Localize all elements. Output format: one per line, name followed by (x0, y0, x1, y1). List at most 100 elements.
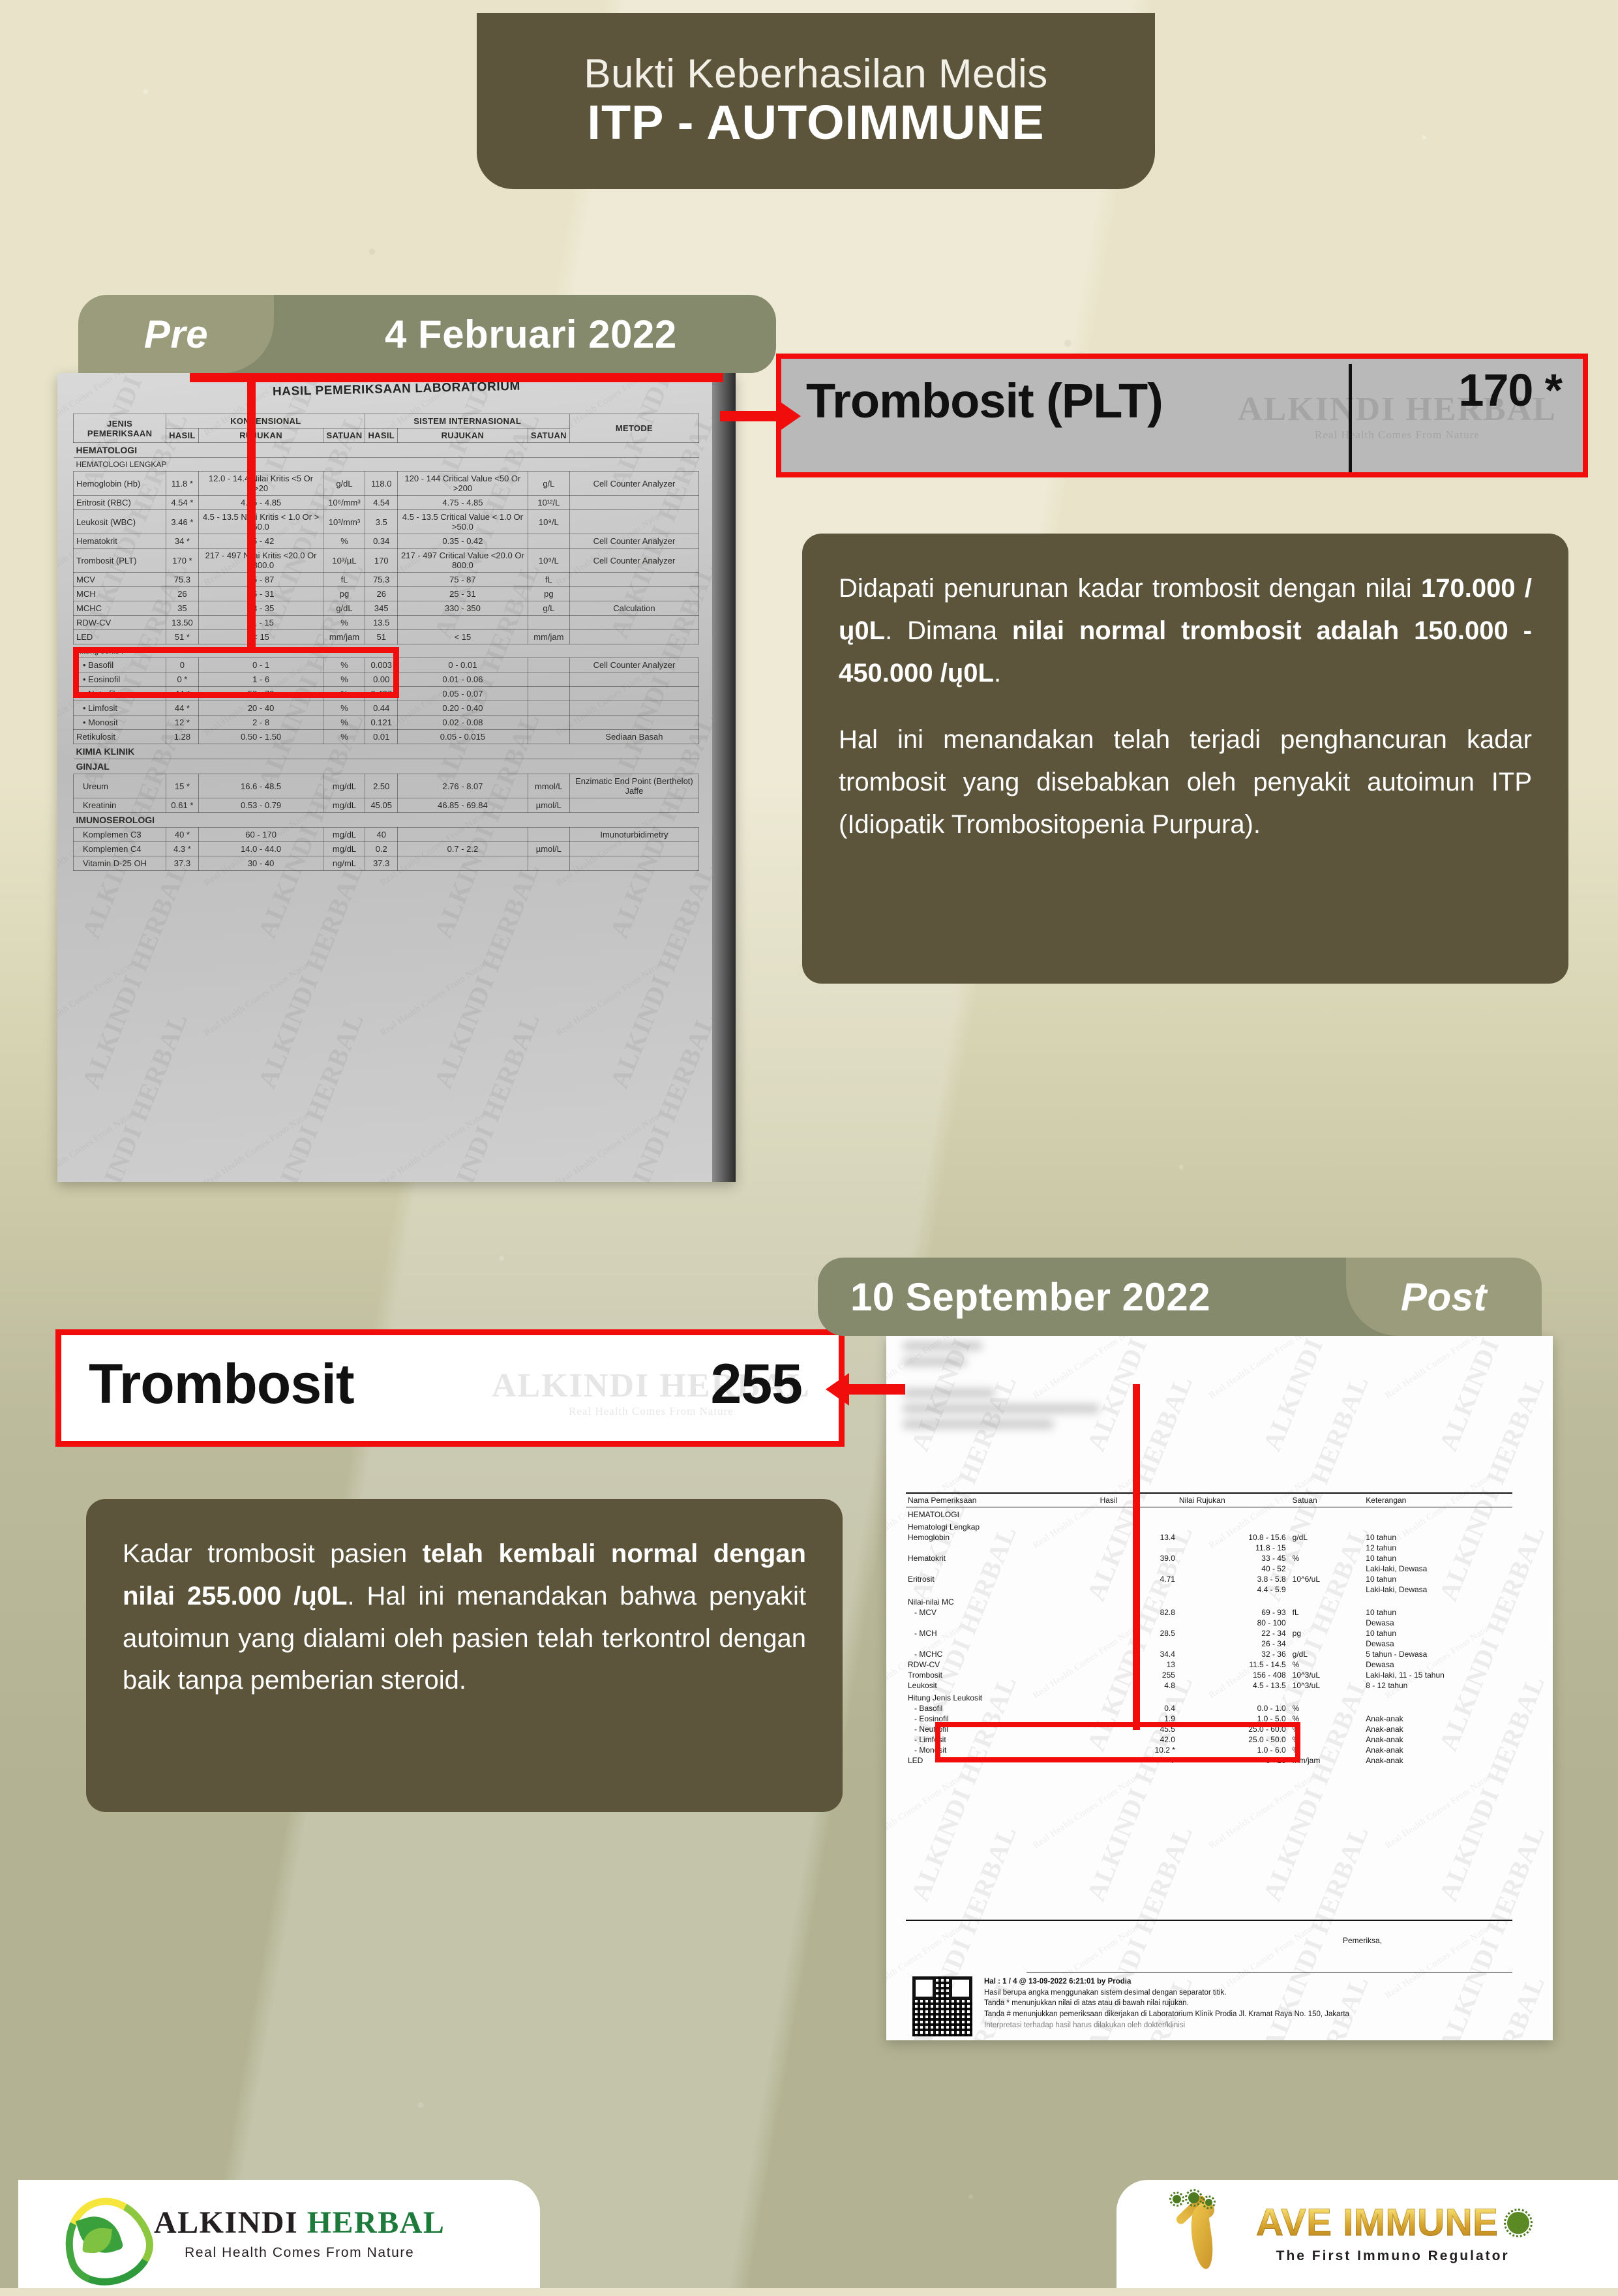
table-cell-value: 37.3 (365, 856, 398, 871)
watermark-name: ALKINDI HERBAL (604, 1008, 722, 1182)
table-cell-value: 2.76 - 8.07 (397, 774, 528, 798)
table-row: RDW-CV 13.50 11 - 15% 13.5 (72, 615, 700, 630)
table-cell-name: - Eosinofil (914, 1714, 949, 1723)
table-cell-value: 0.20 - 0.40 (397, 701, 528, 716)
table-cell-value: 156 - 408 (1252, 1670, 1286, 1680)
table-cell-value (1288, 1618, 1364, 1628)
table-cell-value: 13.4 (1160, 1533, 1175, 1542)
table-cell-name: • Monosit (72, 715, 167, 730)
post-report-body: HEMATOLOGI Hematologi Lengkap Hemoglobin 13… (906, 1507, 1512, 1766)
table-cell-value: 10 tahun (1366, 1575, 1397, 1584)
post-exp-a: Kadar trombosit pasien (123, 1539, 423, 1568)
table-section-label: Hematologi Lengkap (908, 1522, 980, 1532)
table-cell-value: 40 * (166, 827, 199, 842)
table-cell-value: Dewasa (1366, 1618, 1394, 1627)
alkindi-name: ALKINDI HERBAL (154, 2207, 445, 2239)
post-report-footer: Hal : 1 / 4 @ 13-09-2022 6:21:01 by Prod… (984, 1976, 1512, 2031)
table-cell-value: 30 - 40 (198, 856, 324, 871)
table-cell-value: 10 tahun (1366, 1554, 1397, 1563)
table-cell-value (527, 534, 570, 549)
table-cell-value: 82.8 (1160, 1608, 1175, 1617)
table-cell-value: 35 - 42 (198, 534, 324, 549)
title-card: Bukti Keberhasilan Medis ITP - AUTOIMMUN… (477, 13, 1155, 189)
table-cell-value: 0.2 (365, 841, 398, 856)
callout-divider (1349, 364, 1352, 472)
table-cell-value: 0.50 - 1.50 (198, 729, 324, 744)
table-cell-value (527, 686, 570, 701)
table-cell-value: 75.3 (166, 572, 199, 587)
table-row: • Monosit 12 * 2 - 8% 0.121 0.02 - 0.08 (72, 715, 700, 730)
table-cell-value (527, 615, 570, 630)
table-row: MCH 26 25 - 31 pg 26 25 - 31 pg (72, 586, 700, 601)
alkindi-logo-text: ALKINDI HERBAL Real Health Comes From Na… (154, 2207, 445, 2261)
alkindi-watermark-icon: ALKINDI HERBAL Real Health Comes From Na… (492, 1367, 811, 1418)
table-cell-value: Anak-anak (1366, 1735, 1403, 1744)
table-cell-name: LED (908, 1756, 923, 1765)
pre-callout-value: 170 * (1458, 365, 1563, 415)
table-row: Retikulosit 1.28 0.50 - 1.50% 0.01 0.05 - 0.… (72, 729, 700, 744)
table-cell-value: % (1292, 1714, 1300, 1723)
table-cell-value (569, 509, 700, 534)
page-title: ITP - AUTOIMMUNE (587, 95, 1045, 150)
table-cell-value (1288, 1563, 1364, 1574)
col-nama-pemeriksaan: Nama Pemeriksaan (906, 1492, 1098, 1507)
table-cell-value: pg (323, 586, 366, 601)
table-cell-value: Calculation (569, 601, 700, 616)
table-row: - Eosinofil 1.9 1.0 - 5.0% Anak-anak (906, 1714, 1512, 1724)
table-cell-value: Imunoturbidimetry (569, 827, 700, 842)
table-cell-value: 37.3 (166, 856, 199, 871)
pre-explanation-p2: Hal ini menandakan telah terjadi penghan… (839, 725, 1532, 839)
table-cell-value: 4.71 (1160, 1575, 1175, 1584)
table-row: Leukosit 4.8 4.5 - 13.5 10^3/uL 8 - 12 tahun (906, 1680, 1512, 1691)
table-cell-value (569, 495, 700, 510)
table-row: Ureum 15 * 16.6 - 48.5 mg/dL 2.50 2.76 - 8.07… (72, 774, 700, 798)
table-cell-value: µmol/L (527, 841, 570, 856)
table-cell-value: 22 - 34 (1261, 1629, 1286, 1638)
table-cell-name: Eritrosit (908, 1575, 935, 1584)
table-header-row: HASIL RUJUKAN SATUAN HASIL RUJUKAN SATUA… (74, 428, 699, 443)
table-cell-value: 0.02 - 0.08 (397, 715, 528, 730)
table-cell-value: g/dL (1292, 1650, 1308, 1659)
table-cell-value: 26 (166, 586, 199, 601)
table-cell-value: 4.5 - 13.5 Nilai Kritis < 1.0 Or > 50.0 (198, 509, 324, 534)
table-cell-value: g/dL (323, 601, 366, 616)
table-row: Hematokrit 34 * 35 - 42% 0.34 0.35 - 0.42 Cel… (72, 534, 700, 549)
watermark-tagline: Real Health Comes From Nature (1315, 429, 1480, 441)
pre-lab-report-scan: HASIL PEMERIKSAAN LABORATORIUM JENIS PEM… (57, 373, 736, 1182)
table-cell-value (527, 827, 570, 842)
table-cell-value: 345 (365, 601, 398, 616)
table-cell-value (569, 856, 700, 871)
footer-note-line: Tanda * menunjukkan nilai di atas atau d… (984, 1999, 1189, 2008)
table-row: GINJAL (73, 759, 699, 774)
table-row: Hitung Jenis Leukosit (906, 1691, 1512, 1703)
col-k-hasil: HASIL (166, 428, 199, 443)
table-row: 26 - 34 Dewasa (906, 1639, 1512, 1649)
table-cell-name: Hemoglobin (Hb) (72, 471, 167, 496)
table-cell-value (397, 615, 528, 630)
pre-tag-label: Pre (143, 312, 209, 356)
table-cell-value: 10⁹/L (527, 509, 570, 534)
table-cell-value: < 15 (198, 629, 324, 644)
table-cell-value: 8 - 12 tahun (1366, 1681, 1408, 1690)
table-cell-value: Dewasa (1366, 1639, 1394, 1648)
watermark-tagline: Real Health Comes From Nature (57, 1107, 140, 1182)
table-cell-value: 11.5 - 14.5 (1249, 1660, 1286, 1669)
table-cell-value (569, 672, 700, 687)
table-row: HEMATOLOGI LENGKAP (73, 457, 699, 472)
table-cell-name: Leukosit (908, 1681, 937, 1690)
watermark-tagline: Real Health Comes From Nature (886, 1770, 968, 1851)
table-cell-value: 28.5 (1160, 1629, 1175, 1638)
table-cell-value: % (323, 729, 366, 744)
table-cell-value (527, 657, 570, 672)
post-exp-c: . Hal ini menandakan bahwa penyakit auto… (123, 1581, 806, 1695)
table-row: - MCV 82.8 69 - 93 fL 10 tahun (906, 1607, 1512, 1618)
table-cell-value: g/L (527, 601, 570, 616)
pre-report-body: HEMATOLOGI HEMATOLOGI LENGKAP Hemoglobin (… (72, 442, 700, 871)
col-satuan: Satuan (1287, 1492, 1364, 1507)
table-row: RDW-CV 13 11.5 - 14.5% Dewasa (906, 1659, 1512, 1670)
table-row: - MCHC 34.4 32 - 36 g/dL 5 tahun - Dewasa (906, 1649, 1512, 1659)
table-cell-value: % (1292, 1554, 1300, 1563)
post-signature-label: Pemeriksa, (1343, 1936, 1383, 1945)
